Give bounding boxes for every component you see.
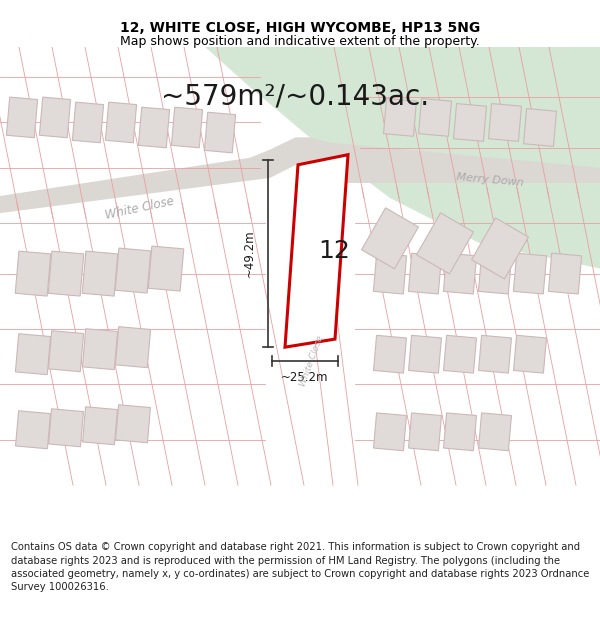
Polygon shape <box>295 138 350 183</box>
Polygon shape <box>82 329 118 369</box>
Polygon shape <box>472 218 529 279</box>
Text: White Close: White Close <box>104 194 176 222</box>
Text: Contains OS data © Crown copyright and database right 2021. This information is : Contains OS data © Crown copyright and d… <box>11 542 589 592</box>
Polygon shape <box>49 331 83 372</box>
Polygon shape <box>285 155 348 347</box>
Polygon shape <box>416 213 473 274</box>
Polygon shape <box>330 142 600 183</box>
Text: White Close: White Close <box>299 334 325 388</box>
Polygon shape <box>548 253 581 294</box>
Text: ~25.2m: ~25.2m <box>281 371 329 384</box>
Polygon shape <box>139 107 170 148</box>
Polygon shape <box>443 253 476 294</box>
Polygon shape <box>514 253 547 294</box>
Polygon shape <box>373 253 407 294</box>
Text: Merry Down: Merry Down <box>456 172 524 187</box>
Polygon shape <box>205 112 236 153</box>
Polygon shape <box>16 411 50 449</box>
Polygon shape <box>374 413 406 451</box>
Polygon shape <box>106 102 137 142</box>
Text: ~49.2m: ~49.2m <box>243 229 256 278</box>
Polygon shape <box>362 208 418 269</box>
Polygon shape <box>82 251 118 296</box>
Polygon shape <box>478 253 512 294</box>
Polygon shape <box>115 248 151 293</box>
Polygon shape <box>454 104 487 141</box>
Polygon shape <box>488 104 521 141</box>
Polygon shape <box>443 413 476 451</box>
Polygon shape <box>409 253 442 294</box>
Polygon shape <box>116 405 151 442</box>
Polygon shape <box>205 47 600 269</box>
Polygon shape <box>73 102 104 142</box>
Polygon shape <box>16 334 50 374</box>
Polygon shape <box>374 336 406 373</box>
Polygon shape <box>148 246 184 291</box>
Polygon shape <box>419 99 451 136</box>
Polygon shape <box>49 409 83 447</box>
Polygon shape <box>40 97 71 138</box>
Polygon shape <box>172 107 203 148</box>
Polygon shape <box>514 336 547 373</box>
Polygon shape <box>115 327 151 367</box>
Text: 12: 12 <box>319 239 350 263</box>
Polygon shape <box>409 413 442 451</box>
Polygon shape <box>15 251 51 296</box>
Polygon shape <box>383 99 416 136</box>
Polygon shape <box>409 336 442 373</box>
Text: ~579m²/~0.143ac.: ~579m²/~0.143ac. <box>161 82 429 110</box>
Text: 12, WHITE CLOSE, HIGH WYCOMBE, HP13 5NG: 12, WHITE CLOSE, HIGH WYCOMBE, HP13 5NG <box>120 21 480 35</box>
Polygon shape <box>479 413 511 451</box>
Polygon shape <box>443 336 476 373</box>
Polygon shape <box>524 109 556 146</box>
Text: Map shows position and indicative extent of the property.: Map shows position and indicative extent… <box>120 35 480 48</box>
Polygon shape <box>0 138 315 228</box>
Polygon shape <box>7 97 38 138</box>
Polygon shape <box>83 407 118 445</box>
Polygon shape <box>48 251 84 296</box>
Polygon shape <box>479 336 511 373</box>
